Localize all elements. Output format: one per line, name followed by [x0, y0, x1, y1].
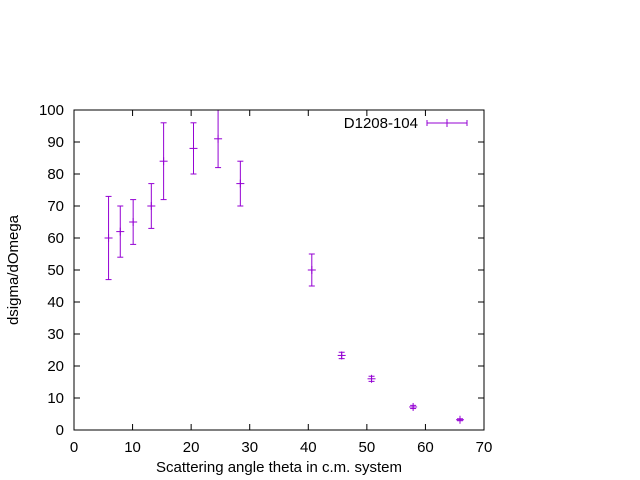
data-point [337, 351, 346, 360]
x-tick-label: 50 [359, 439, 376, 456]
ticks-layer [73, 109, 485, 431]
data-point [307, 253, 316, 287]
y-tick-label: 10 [47, 390, 64, 407]
x-tick-label: 0 [70, 439, 78, 456]
y-axis-label: dsigma/dOmega [5, 214, 22, 325]
y-tick-label: 0 [56, 422, 64, 439]
legend: D1208-104 [344, 115, 468, 132]
y-tick-label: 100 [39, 102, 64, 119]
y-tick-label: 90 [47, 134, 64, 151]
y-tick-label: 60 [47, 230, 64, 247]
x-tick-label: 30 [241, 439, 258, 456]
data-point [104, 195, 113, 281]
data-point [189, 122, 198, 175]
data-point [116, 205, 125, 258]
x-tick-label: 60 [417, 439, 434, 456]
y-tick-label: 30 [47, 326, 64, 343]
data-layer [104, 109, 464, 424]
x-tick-label: 10 [124, 439, 141, 456]
y-tick-label: 50 [47, 262, 64, 279]
data-point [409, 402, 418, 411]
data-point [367, 374, 376, 383]
y-tick-label: 70 [47, 198, 64, 215]
y-tick-label: 20 [47, 358, 64, 375]
legend-sample [426, 119, 468, 127]
legend-label: D1208-104 [344, 115, 418, 132]
data-point [159, 122, 168, 201]
tick-labels-layer: 0 10 20 30 40 50 60 70 0 10 20 30 40 50 60 70 80 90 100 [39, 102, 492, 456]
x-tick-label: 40 [300, 439, 317, 456]
data-point [214, 109, 223, 169]
data-point [147, 183, 156, 229]
y-tick-label: 80 [47, 166, 64, 183]
data-point [129, 199, 138, 245]
x-tick-label: 70 [476, 439, 493, 456]
data-point [455, 415, 464, 424]
x-tick-label: 20 [183, 439, 200, 456]
plot-frame [73, 109, 485, 431]
x-axis-label: Scattering angle theta in c.m. system [156, 459, 402, 476]
data-point [236, 160, 245, 207]
y-tick-label: 40 [47, 294, 64, 311]
